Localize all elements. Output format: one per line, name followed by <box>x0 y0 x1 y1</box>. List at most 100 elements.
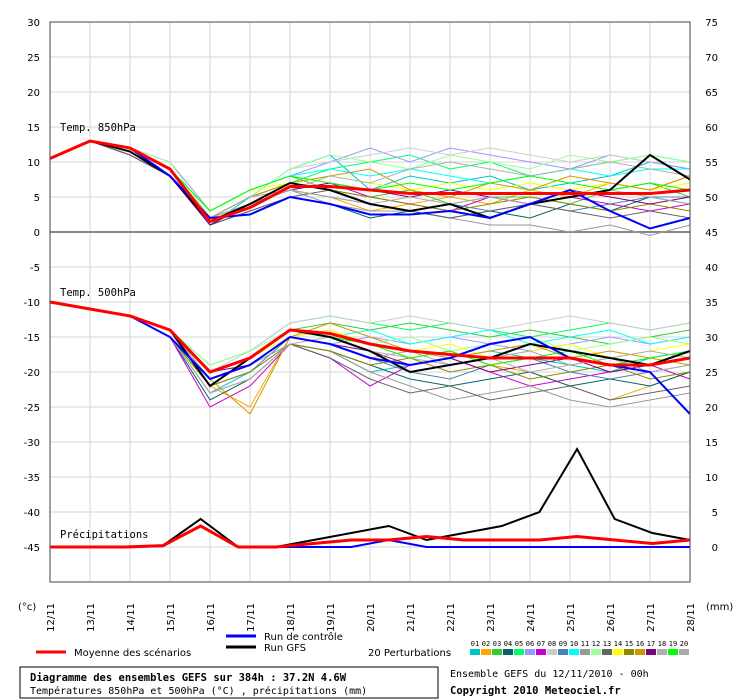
y-left-tick: -40 <box>24 508 40 519</box>
legend-member-number: 04 <box>504 640 512 648</box>
y-right-tick: 55 <box>705 158 718 169</box>
y-left-tick: -5 <box>30 263 40 274</box>
legend-member-number: 08 <box>548 640 556 648</box>
legend-member-swatch <box>481 649 491 655</box>
y-right-tick: 20 <box>705 403 718 414</box>
legend-member-number: 18 <box>658 640 666 648</box>
x-tick-label: 12/11 <box>46 603 57 632</box>
legend-member-number: 06 <box>526 640 534 648</box>
legend-member-swatch <box>547 649 557 655</box>
legend-gfs-label: Run GFS <box>264 643 306 654</box>
legend-member-swatch <box>602 649 612 655</box>
y-left-tick: 0 <box>34 228 40 239</box>
chart-subtitle: Températures 850hPa et 500hPa (°C) , pré… <box>30 685 367 697</box>
x-tick-label: 19/11 <box>326 603 337 632</box>
t850-control-line <box>49 139 691 230</box>
plot-frame <box>49 21 691 583</box>
legend: Moyenne des scénarios Run de contrôle Ru… <box>36 631 689 659</box>
y-left-tick: 20 <box>27 88 40 99</box>
legend-member-number: 02 <box>482 640 490 648</box>
legend-member-number: 20 <box>680 640 688 648</box>
footer-title-box: Diagramme des ensembles GEFS sur 384h : … <box>19 666 439 699</box>
legend-control-label: Run de contrôle <box>264 631 343 643</box>
t850-member-line <box>49 140 691 219</box>
legend-member-number: 07 <box>537 640 545 648</box>
y-left-tick: -25 <box>24 403 40 414</box>
y-right-tick: 75 <box>705 18 718 29</box>
legend-perturbations-label: 20 Perturbations <box>368 648 451 659</box>
panel-label-t500: Temp. 500hPa <box>60 287 136 299</box>
y-left-tick: -45 <box>24 543 40 554</box>
legend-member-swatch <box>635 649 645 655</box>
legend-member-swatch <box>536 649 546 655</box>
y-right-tick: 15 <box>705 438 718 449</box>
legend-member-number: 17 <box>647 640 655 648</box>
y-right-tick: 10 <box>705 473 718 484</box>
y-right-tick: 0 <box>712 543 718 554</box>
y-left-tick: -35 <box>24 473 40 484</box>
y-right-tick: 65 <box>705 88 718 99</box>
legend-member-swatches: 01 02 03 04 05 06 07 08 09 10 11 12 13 14 15 16 17 18 19 20 <box>470 640 689 655</box>
legend-member-swatch <box>580 649 590 655</box>
y-left-tick: 30 <box>27 18 40 29</box>
y-right-tick: 60 <box>705 123 718 134</box>
legend-member-swatch <box>503 649 513 655</box>
legend-member-swatch <box>668 649 678 655</box>
chart-title: Diagramme des ensembles GEFS sur 384h : … <box>30 672 347 684</box>
legend-member-number: 16 <box>636 640 644 648</box>
x-tick-label: 24/11 <box>526 603 537 632</box>
x-tick-label: 22/11 <box>446 603 457 632</box>
y-left-tick: 25 <box>27 53 40 64</box>
y-left-tick: -10 <box>24 298 40 309</box>
legend-member-swatch <box>613 649 623 655</box>
legend-member-number: 19 <box>669 640 677 648</box>
legend-member-swatch <box>470 649 480 655</box>
chart-grid <box>49 21 691 582</box>
y-right-tick: 25 <box>705 368 718 379</box>
run-info: Ensemble GEFS du 12/11/2010 - 00h <box>450 669 649 680</box>
y-left-tick: 5 <box>34 193 40 204</box>
legend-member-number: 14 <box>614 640 622 648</box>
y-right-unit-label: (mm) <box>706 602 733 613</box>
x-tick-label: 16/11 <box>206 603 217 632</box>
legend-member-number: 13 <box>603 640 611 648</box>
x-tick-label: 14/11 <box>126 603 137 632</box>
x-tick-label: 27/11 <box>646 603 657 632</box>
y-right-tick: 35 <box>705 298 718 309</box>
y-left-tick: 10 <box>27 158 40 169</box>
legend-member-swatch <box>624 649 634 655</box>
x-tick-label: 21/11 <box>406 603 417 632</box>
legend-member-number: 11 <box>581 640 589 648</box>
legend-member-swatch <box>646 649 656 655</box>
panel-label-precip: Précipitations <box>60 529 149 541</box>
t500-mean-line <box>49 300 691 374</box>
legend-member-number: 03 <box>493 640 501 648</box>
x-tick-label: 23/11 <box>486 603 497 632</box>
y-right-tick: 40 <box>705 263 718 274</box>
y-left-tick: -15 <box>24 333 40 344</box>
y-left-tick: 15 <box>27 123 40 134</box>
t850-mean-line <box>49 139 691 224</box>
legend-member-swatch <box>657 649 667 655</box>
legend-member-swatch <box>591 649 601 655</box>
legend-member-number: 10 <box>570 640 578 648</box>
y-left-unit-label: (°c) <box>18 602 36 613</box>
x-tick-label: 17/11 <box>246 603 257 632</box>
y-left-tick: -20 <box>24 368 40 379</box>
legend-member-number: 15 <box>625 640 633 648</box>
precip-mean-line <box>50 524 691 549</box>
y-left-tick: -30 <box>24 438 40 449</box>
x-tick-label: 25/11 <box>566 603 577 632</box>
legend-member-swatch <box>514 649 524 655</box>
x-tick-label: 28/11 <box>686 603 697 632</box>
x-tick-label: 18/11 <box>286 603 297 632</box>
y-right-tick: 30 <box>705 333 718 344</box>
legend-member-number: 01 <box>471 640 479 648</box>
legend-member-swatch <box>492 649 502 655</box>
legend-member-number: 09 <box>559 640 567 648</box>
x-tick-label: 15/11 <box>166 603 177 632</box>
y-right-tick: 70 <box>705 53 718 64</box>
panel-label-t850: Temp. 850hPa <box>60 122 136 134</box>
